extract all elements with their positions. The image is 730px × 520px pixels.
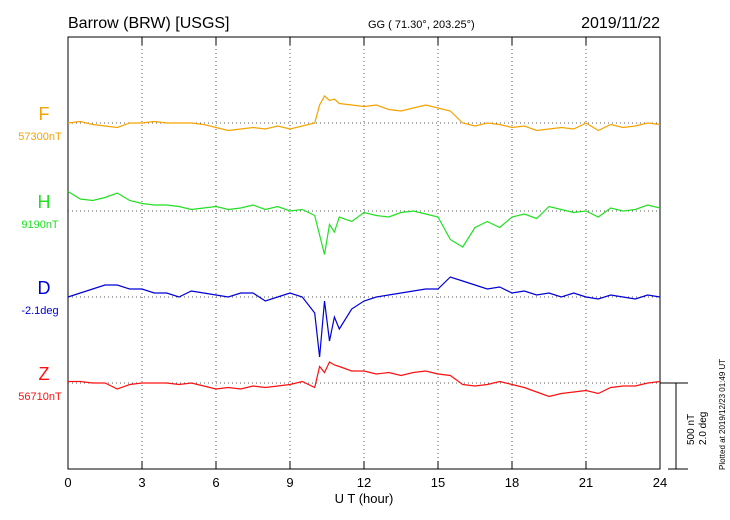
series-name-h: H: [38, 192, 51, 212]
x-tick-label: 6: [212, 475, 219, 490]
series-lines: [67, 95, 661, 398]
series-baseline-d: -2.1deg: [21, 305, 58, 317]
series-line-d: [67, 276, 661, 358]
station-title: Barrow (BRW) [USGS]: [68, 15, 230, 32]
scale-bar: [660, 382, 688, 470]
series-name-z: Z: [39, 364, 50, 384]
series-line-h: [67, 190, 661, 255]
x-axis-ticks: 0 3 6 9 12 15 18 21 24: [64, 37, 667, 490]
x-tick-label: 0: [64, 475, 71, 490]
x-tick-label: 24: [653, 475, 667, 490]
series-baseline-h: 9190nT: [21, 219, 59, 231]
scale-bar-label-nt: 500 nT: [686, 414, 697, 445]
x-tick-label: 21: [579, 475, 593, 490]
series-name-f: F: [39, 104, 50, 124]
plotted-at-note: Plotted at 2019/12/23 01:49 UT: [718, 359, 727, 470]
x-tick-label: 15: [431, 475, 445, 490]
series-baseline-z: 56710nT: [18, 391, 62, 403]
x-tick-label: 9: [286, 475, 293, 490]
series-labels: F 57300nT H 9190nT D -2.1deg Z 56710nT: [18, 104, 62, 403]
series-line-z: [68, 361, 661, 398]
baselines: [68, 122, 660, 384]
scale-bar-label-deg: 2.0 deg: [698, 412, 709, 445]
x-tick-label: 12: [357, 475, 371, 490]
series-name-d: D: [38, 278, 51, 298]
date-label: 2019/11/22: [581, 15, 660, 32]
series-baseline-f: 57300nT: [18, 131, 62, 143]
x-tick-label: 18: [505, 475, 519, 490]
x-tick-label: 3: [138, 475, 145, 490]
coordinates-label: GG ( 71.30°, 203.25°): [368, 19, 475, 31]
grid: [141, 37, 587, 469]
x-axis-label: U T (hour): [335, 491, 394, 506]
series-line-f: [67, 95, 661, 132]
